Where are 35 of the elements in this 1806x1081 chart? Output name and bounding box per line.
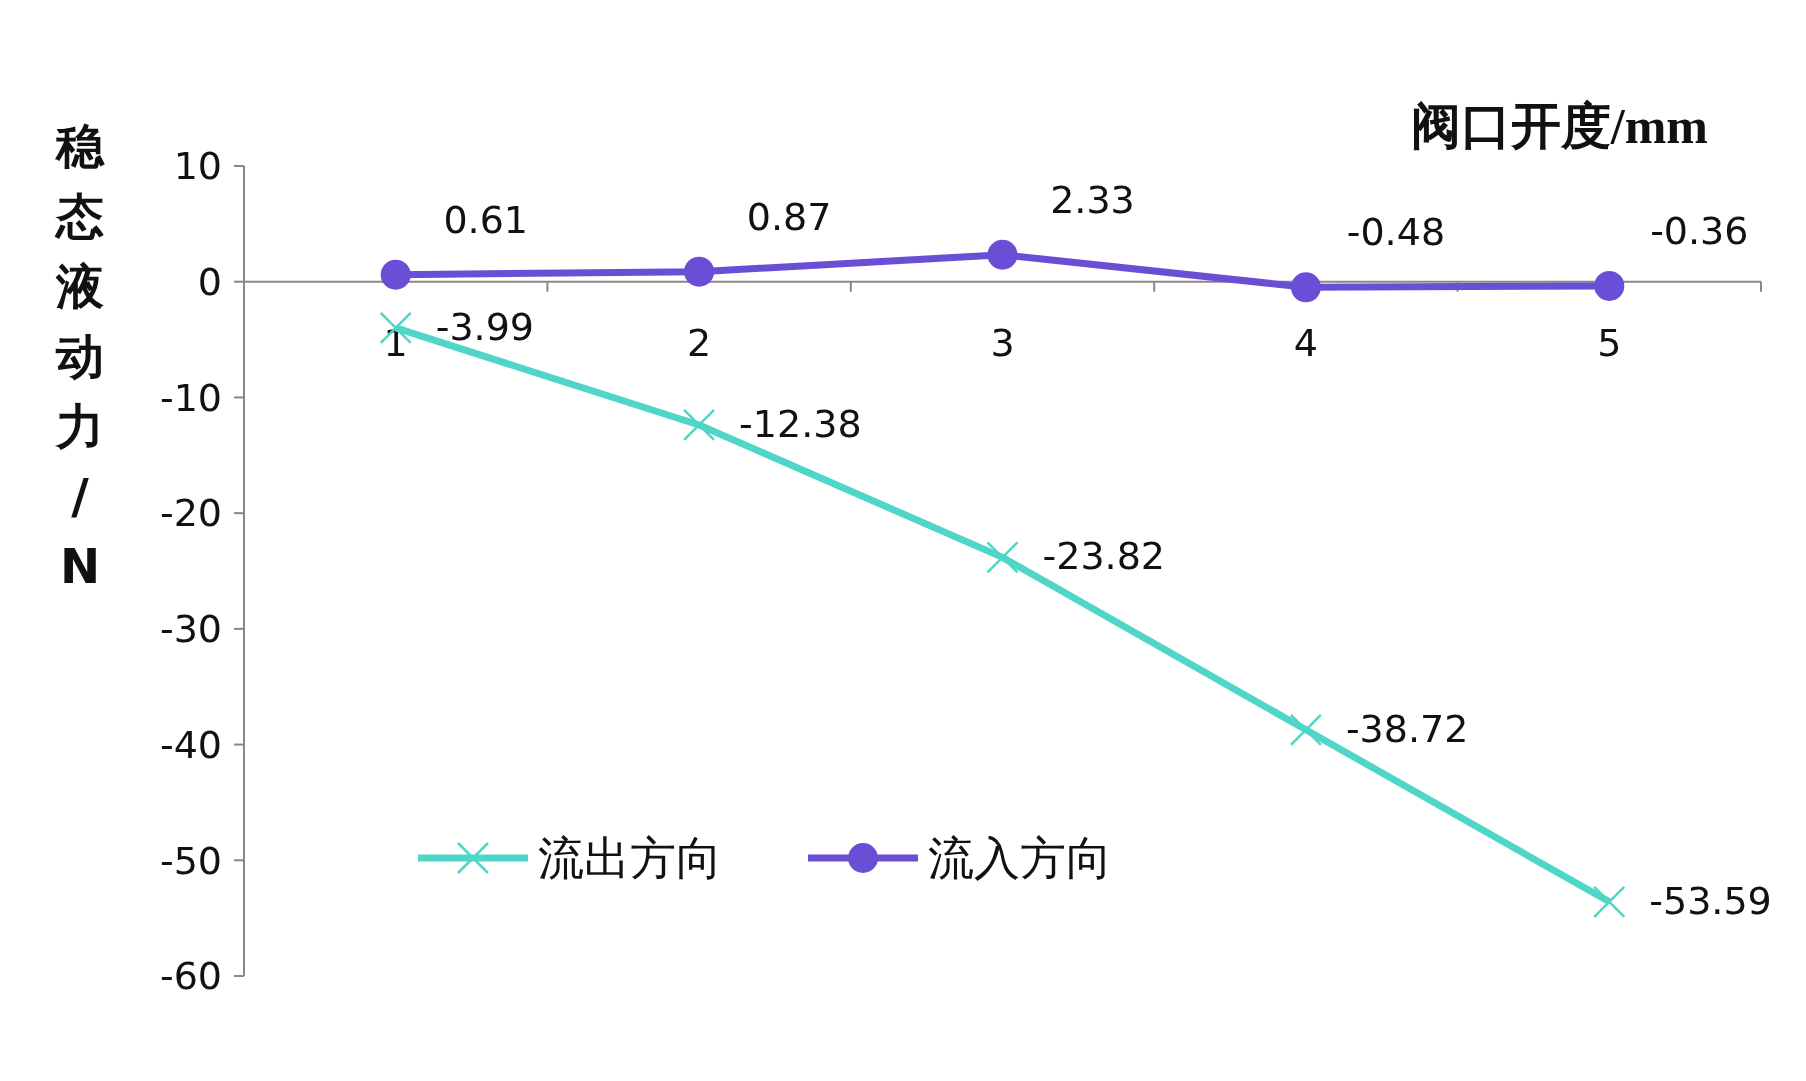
- point: [1594, 270, 1625, 301]
- x-tick-label: 4: [1293, 320, 1318, 365]
- legend-label: 流出方向: [538, 831, 722, 886]
- point: [682, 408, 716, 442]
- point: [684, 256, 715, 287]
- point: [986, 541, 1019, 574]
- x-tick-label: 3: [990, 320, 1015, 365]
- x-tick-label: 2: [687, 320, 712, 365]
- y-tick-label: -40: [159, 722, 222, 767]
- y-tick-label: -60: [159, 954, 222, 999]
- data-label: -0.36: [1650, 208, 1749, 253]
- data-label: -0.48: [1346, 210, 1446, 255]
- y-tick-label: 10: [173, 144, 222, 189]
- data-label: -53.59: [1649, 878, 1772, 923]
- point: [1289, 713, 1323, 747]
- y-tick-label: -30: [159, 607, 222, 652]
- data-label: 0.61: [443, 197, 528, 242]
- data-label: -12.38: [739, 401, 862, 446]
- data-label: 2.33: [1050, 177, 1135, 222]
- point: [1290, 272, 1321, 303]
- x-axis-title: 阀口开度/mm: [1410, 98, 1708, 154]
- y-axis-title: 稳态液动力/N: [54, 118, 105, 594]
- data-label: 0.87: [746, 194, 832, 239]
- y-tick-label: -50: [159, 838, 222, 883]
- legend-label: 流入方向: [928, 831, 1112, 886]
- y-tick-label: -20: [159, 491, 222, 536]
- point: [987, 239, 1018, 270]
- x-tick-label: 5: [1597, 320, 1622, 365]
- y-tick-label: -10: [159, 375, 222, 420]
- data-label: -3.99: [435, 304, 535, 349]
- point: [1593, 885, 1626, 919]
- data-label: -38.72: [1345, 706, 1469, 751]
- point: [380, 259, 411, 290]
- data-label: -23.82: [1042, 534, 1165, 579]
- y-tick-label: 0: [197, 260, 222, 305]
